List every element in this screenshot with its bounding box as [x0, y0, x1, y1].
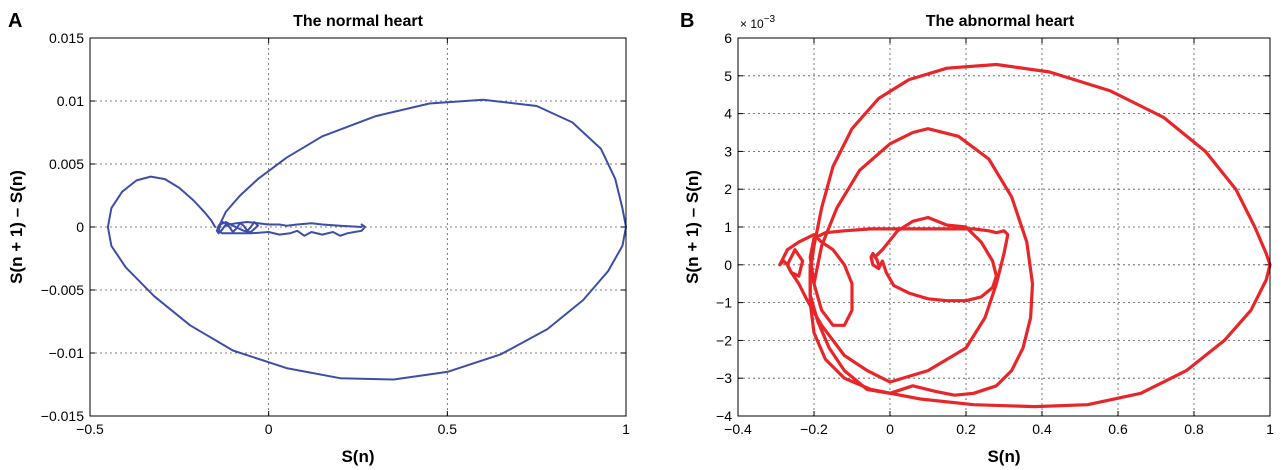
panel-b-series-line-3 [778, 227, 1010, 384]
panel-letter-a: A [8, 10, 22, 32]
panel-b-y-tick-label: 5 [724, 68, 732, 84]
panel-a-y-tick-label: 0.015 [49, 30, 84, 46]
panel-b-x-tick-label: −0.2 [800, 421, 828, 437]
panel-letter-b: B [680, 10, 694, 32]
panel-b-y-tick-label: −1 [716, 295, 732, 311]
panel-a-x-tick-label: 0.5 [438, 421, 458, 437]
panel-b-y-tick-label: 1 [724, 219, 732, 235]
panel-a-trajectory [106, 98, 627, 381]
panel-a-y-tick-label: −0.01 [49, 345, 85, 361]
panel-a-ticks: −0.5 0 0.5 1 −0.015 −0.01 −0.005 0 0.005 0.01 0.01… [41, 30, 630, 437]
panel-b: B The abnormal heart × 10−3 −0.4 −0.2 0 0.2… [680, 10, 1274, 466]
panel-b-y-tick-label: 6 [724, 30, 732, 46]
panel-b-y-tick-label: 4 [724, 106, 732, 122]
panel-b-x-tick-label: 0.6 [1108, 421, 1128, 437]
panel-a-grid [90, 38, 626, 416]
panel-a-x-tick-label: −0.5 [76, 421, 104, 437]
panel-b-y-tick-label: 2 [724, 181, 732, 197]
panel-a: A The normal heart −0.5 0 0.5 1−0.015−0.01−… [7, 10, 630, 466]
panel-b-series-line-5 [869, 215, 999, 303]
panel-b-y-multiplier: × 10−3 [740, 14, 776, 31]
panel-a-x-axis-label: S(n) [341, 447, 374, 466]
panel-a-frame-border [89, 37, 627, 417]
panel-b-x-tick-label: 0.8 [1184, 421, 1204, 437]
panel-b-y-tick-label: 3 [724, 143, 732, 159]
panel-a-x-tick-label: 0 [265, 421, 273, 437]
panel-b-series-line-2 [808, 127, 1035, 397]
panel-a-title: The normal heart [293, 13, 423, 30]
panel-a-y-tick-label: −0.005 [41, 282, 84, 298]
panel-a-y-tick-label: 0.005 [49, 156, 84, 172]
panel-b-frame-border [737, 37, 1271, 417]
panel-a-y-axis-label: S(n + 1) – S(n) [7, 170, 26, 284]
panel-b-x-tick-label: 0.2 [956, 421, 976, 437]
panel-b-x-tick-label: −0.4 [724, 421, 752, 437]
panel-a-y-tick-label: 0.01 [57, 93, 84, 109]
panel-b-y-tick-label: −2 [716, 332, 732, 348]
panel-b-x-axis-label: S(n) [987, 447, 1020, 466]
panel-a-y-tick-label: −0.015 [41, 408, 84, 424]
panel-b-y-tick-label: 0 [724, 257, 732, 273]
panel-b-x-tick-label: 0.4 [1032, 421, 1052, 437]
panel-b-series-line-1 [808, 62, 1272, 409]
panel-b-y-multiplier-exponent: −3 [764, 14, 776, 25]
panel-b-title: The abnormal heart [926, 13, 1075, 30]
panel-b-series-line-4 [785, 248, 805, 278]
panel-b-y-axis-label: S(n + 1) – S(n) [683, 170, 702, 284]
panel-a-x-tick-label: 1 [622, 421, 630, 437]
panel-b-ticks: −0.4 −0.2 0 0.2 0.4 0.6 0.8 1 −4 −3 −2 −1 0 1 2 3 4 5 6 [716, 30, 1274, 437]
panel-b-trajectory [778, 62, 1272, 409]
panel-b-y-tick-label: −4 [716, 408, 732, 424]
panel-a-y-tick-label: 0 [76, 219, 84, 235]
panel-b-x-tick-label: 1 [1266, 421, 1274, 437]
panel-b-y-tick-label: −3 [716, 370, 732, 386]
panel-b-x-tick-label: 0 [886, 421, 894, 437]
panel-a-series-line-1 [215, 221, 367, 237]
panel-a-series-line-2 [106, 98, 627, 381]
